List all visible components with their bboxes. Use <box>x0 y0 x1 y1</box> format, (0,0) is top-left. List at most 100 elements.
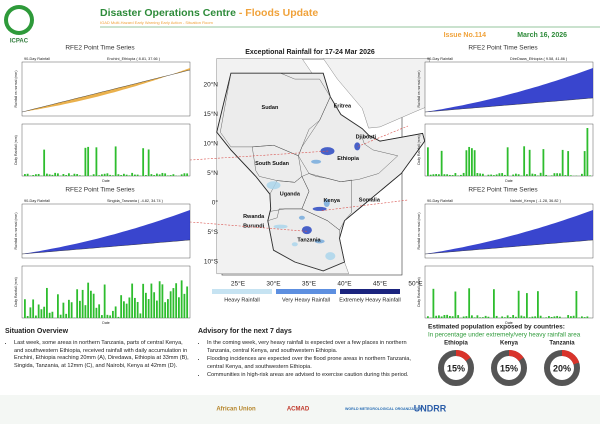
daily-bar <box>523 146 526 176</box>
donut-arc <box>438 350 474 386</box>
x-axis-label: Date <box>102 321 109 325</box>
daily-bar <box>134 297 136 318</box>
daily-bar <box>48 312 51 318</box>
daily-bar <box>120 295 123 318</box>
daily-bar <box>150 283 153 318</box>
daily-bar <box>443 314 446 318</box>
country-label: Rwanda <box>243 214 265 220</box>
daily-bar <box>504 317 506 318</box>
country-label: Djibouti <box>356 134 377 140</box>
country-label: Eritrea <box>334 104 352 110</box>
daily-bar <box>117 174 120 176</box>
population-country: Tanzania <box>549 341 575 347</box>
bullet: In the coming week, very heavy rainfall … <box>207 340 420 355</box>
daily-bar <box>164 302 167 318</box>
daily-bar <box>92 293 95 318</box>
population-country: Ethiopia <box>444 341 468 347</box>
daily-bar <box>139 313 142 318</box>
country-label: Kenya <box>323 198 340 204</box>
daily-bar <box>87 282 90 318</box>
daily-bar <box>180 280 183 318</box>
daily-bar <box>586 316 589 318</box>
daily-bar <box>70 302 73 318</box>
daily-bar <box>451 316 454 318</box>
daily-bar <box>123 173 125 176</box>
daily-bar <box>125 174 128 176</box>
panel-title: RFE2 Point Time Series <box>468 45 538 52</box>
daily-bar <box>559 316 561 318</box>
legend-label: Extremely Heavy Rainfall <box>339 297 400 303</box>
daily-bar <box>92 174 95 176</box>
daily-bar <box>178 297 180 318</box>
daily-bar <box>581 316 583 318</box>
daily-bar <box>51 174 54 176</box>
lon-label: 50°E <box>408 280 423 288</box>
lat-label: 15°N <box>203 110 218 118</box>
donut-label: 20% <box>553 363 571 373</box>
panel-location: DireDawa_Ethiopia ( 9.58, 41.86 ) <box>510 57 568 61</box>
daily-bar <box>37 173 40 176</box>
daily-bar <box>68 173 70 176</box>
daily-bar <box>79 175 81 176</box>
lower-plot <box>21 123 191 177</box>
footer-logo: UNDRR <box>414 403 447 413</box>
daily-bar <box>526 293 528 318</box>
connector <box>321 199 409 211</box>
daily-bar <box>142 283 145 318</box>
daily-bar <box>583 151 586 176</box>
daily-bar <box>449 315 451 318</box>
daily-bar <box>150 174 153 176</box>
footer-logo: ACMAD <box>287 407 310 413</box>
daily-bar <box>76 289 79 318</box>
daily-bar <box>98 175 101 176</box>
daily-bar <box>172 174 175 176</box>
daily-bar <box>145 292 147 318</box>
lower-axis-label: Daily Rainfall (mm) <box>417 277 421 307</box>
title-main: Disaster Operations Centre <box>100 7 236 19</box>
advisory-list: In the coming week, very heavy rainfall … <box>198 340 420 379</box>
daily-bar <box>153 292 156 318</box>
footer-logo: WORLD METEOROLOGICAL ORGANIZATION <box>345 407 423 411</box>
daily-bar <box>501 316 504 318</box>
daily-bar <box>103 173 106 176</box>
daily-bar <box>526 174 528 176</box>
daily-bar <box>515 173 517 176</box>
footer-band <box>0 395 600 424</box>
daily-bar <box>432 288 435 318</box>
bullet: Flooding incidences are expected over th… <box>207 356 420 371</box>
daily-bar <box>446 314 449 318</box>
daily-bar <box>65 313 68 318</box>
population-heading: Estimated population exposed by countrie… <box>428 324 565 331</box>
title-highlight: - Floods Update <box>239 7 318 19</box>
daily-bar <box>454 173 457 176</box>
lower-axis-label: Daily Rainfall (mm) <box>14 135 18 165</box>
legend-swatch <box>212 289 272 294</box>
rain-area <box>425 210 593 254</box>
rain-patch <box>273 224 288 229</box>
daily-bar <box>136 301 139 318</box>
daily-bar <box>175 283 178 318</box>
daily-bar <box>156 300 158 318</box>
daily-bar <box>40 309 43 318</box>
daily-bar <box>454 291 457 318</box>
daily-bar <box>46 287 48 318</box>
daily-bar <box>570 316 572 318</box>
daily-bar <box>462 172 465 176</box>
daily-bar <box>564 175 567 176</box>
date: March 16, 2026 <box>517 32 567 39</box>
bullet: Last week, some areas in northern Tanzan… <box>14 340 191 370</box>
rain-patch <box>354 142 361 151</box>
daily-bar <box>476 315 479 318</box>
daily-bar <box>534 174 537 176</box>
daily-bar <box>438 174 440 176</box>
lat-label: 5°N <box>207 169 218 177</box>
daily-bar <box>54 172 57 176</box>
daily-bar <box>95 147 98 176</box>
daily-bar <box>572 315 575 318</box>
daily-bar <box>35 315 37 318</box>
legend-swatch <box>276 289 336 294</box>
daily-bar <box>427 316 429 318</box>
rain-patch <box>312 206 327 211</box>
rain-patch <box>298 215 305 220</box>
panel-title: RFE2 Point Time Series <box>468 187 538 194</box>
